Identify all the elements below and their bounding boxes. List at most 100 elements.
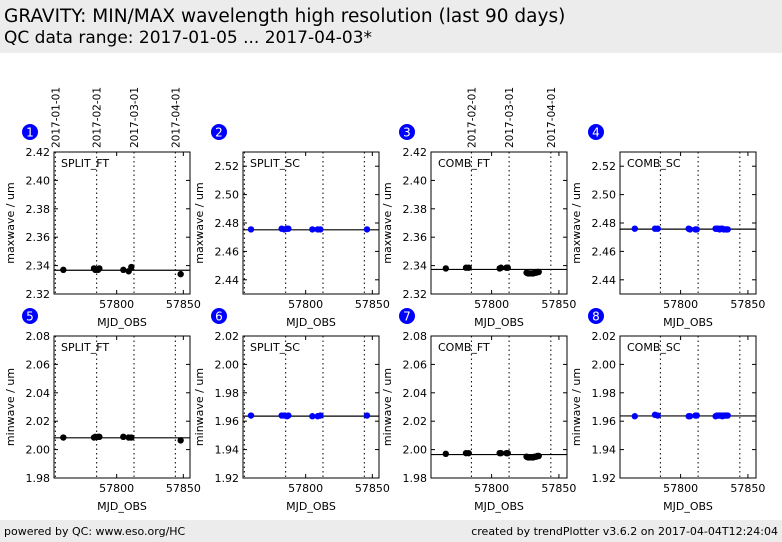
x-tick-label: 57800 [99,482,134,495]
x-tick-label: 57800 [474,482,509,495]
y-tick-label: 2.08 [403,330,428,343]
y-tick-label: 2.32 [26,288,51,301]
data-point [631,413,639,420]
data-point [177,270,184,278]
chart-panel-2: 2.44 2.46 2.48 2.50 2.52 57800 57850 MJD_OBS max… [193,124,390,329]
header-bar: GRAVITY: MIN/MAX wavelength high resolut… [0,0,782,53]
data-point [654,225,661,232]
x-axis-label: MJD_OBS [286,316,336,329]
y-tick-label: 2.40 [26,174,51,187]
x-axis-label: MJD_OBS [474,316,524,329]
data-point [497,449,505,457]
y-axis-label: maxwave / um [381,182,394,263]
data-point [504,264,511,271]
x-axis-label: MJD_OBS [663,316,713,329]
y-axis-label: maxwave / um [4,182,17,263]
date-tick-label: 2017-03-01 [129,87,141,148]
date-tick-label: 2017-02-01 [466,87,478,148]
x-axis-label: MJD_OBS [97,316,147,329]
y-tick-label: 2.46 [215,245,240,258]
data-point [120,266,127,274]
chart-panel-3: 2017-02-01 2017-03-01 2017-04-01 2.32 2.34 2.… [381,87,576,329]
y-axis-label: maxwave / um [193,182,206,263]
x-tick-label: 57800 [288,298,323,311]
data-point [363,412,371,419]
x-axis-label: MJD_OBS [474,500,524,513]
chart-panel-8: 1.92 1.94 1.96 1.98 2.00 2.02 57800 57850 MJD_OB… [570,308,765,513]
data-point [96,265,103,272]
data-point [686,413,694,420]
x-tick-label: 57850 [730,482,765,495]
plot-frame [619,151,757,295]
panel-number-badge [211,308,227,324]
x-tick-label: 57850 [166,298,201,311]
x-tick-label: 57800 [474,298,509,311]
data-point [504,449,511,457]
y-tick-label: 1.96 [592,415,617,428]
data-point [693,226,700,233]
y-tick-label: 1.94 [215,444,240,457]
data-point [535,452,542,460]
y-tick-label: 2.38 [403,203,428,216]
panel-label: COMB_FT [438,341,490,354]
y-tick-label: 2.42 [26,146,51,159]
panel-number-badge [588,308,604,324]
data-point [631,225,639,232]
y-tick-label: 1.94 [592,444,617,457]
panel-number-badge [588,124,604,140]
page-subtitle: QC data range: 2017-01-05 ... 2017-04-03… [4,28,373,48]
y-tick-label: 2.04 [26,387,51,400]
date-tick-label: 2017-02-01 [92,87,104,148]
y-tick-label: 2.46 [592,245,617,258]
date-tick-label: 2017-03-01 [504,87,516,148]
plot-frame [430,151,568,295]
x-tick-label: 57850 [355,298,390,311]
panel-number-badge [211,124,227,140]
y-axis-label: maxwave / um [570,182,583,263]
y-tick-label: 1.98 [215,387,240,400]
y-tick-label: 2.08 [26,330,51,343]
y-tick-label: 2.00 [592,358,617,371]
y-axis-label: minwave / um [4,368,17,446]
x-tick-label: 57850 [730,298,765,311]
panel-number-badge [399,124,415,140]
panel-number: 1 [26,126,34,140]
panel-number: 8 [592,310,600,324]
y-tick-label: 2.02 [592,330,617,343]
panel-number-badge [22,308,38,324]
y-tick-label: 2.02 [26,415,51,428]
chart-panel-5: 1.98 2.00 2.02 2.04 2.06 2.08 57800 57850 MJD_OB… [4,308,201,513]
y-tick-label: 2.52 [215,160,240,173]
chart-panel-7: 1.98 2.00 2.02 2.04 2.06 2.08 57800 57850 MJD_OB… [381,308,576,513]
data-point [120,433,127,441]
y-tick-label: 2.06 [403,358,428,371]
data-point [724,412,731,419]
x-axis-label: MJD_OBS [286,500,336,513]
data-point [442,265,450,272]
y-tick-label: 2.38 [26,203,51,216]
x-tick-label: 57800 [99,298,134,311]
panel-number: 7 [403,310,411,324]
x-tick-label: 57800 [663,298,698,311]
plot-frame [430,335,568,479]
y-tick-label: 2.36 [26,231,51,244]
date-tick-label: 2017-04-01 [546,87,558,148]
y-tick-label: 2.34 [403,260,428,273]
panel-number: 4 [592,126,600,140]
y-tick-label: 2.48 [215,217,240,230]
x-tick-label: 57850 [541,298,576,311]
y-tick-label: 2.02 [215,330,240,343]
footer-created-by: created by trendPlotter v3.6.2 on 2017-0… [471,525,778,538]
panel-number: 3 [403,126,411,140]
y-tick-label: 2.00 [215,358,240,371]
x-tick-label: 57800 [288,482,323,495]
data-point [247,226,255,233]
panel-label: COMB_SC [627,157,681,170]
chart-panel-1: 2017-01-01 2017-02-01 2017-03-01 2017-04-01… [4,87,201,329]
footer-powered-by: powered by QC: www.eso.org/HC [4,525,186,538]
data-point [177,437,184,444]
data-point [247,412,255,419]
x-tick-label: 57850 [166,482,201,495]
y-tick-label: 1.92 [592,472,617,485]
data-point [309,413,316,420]
